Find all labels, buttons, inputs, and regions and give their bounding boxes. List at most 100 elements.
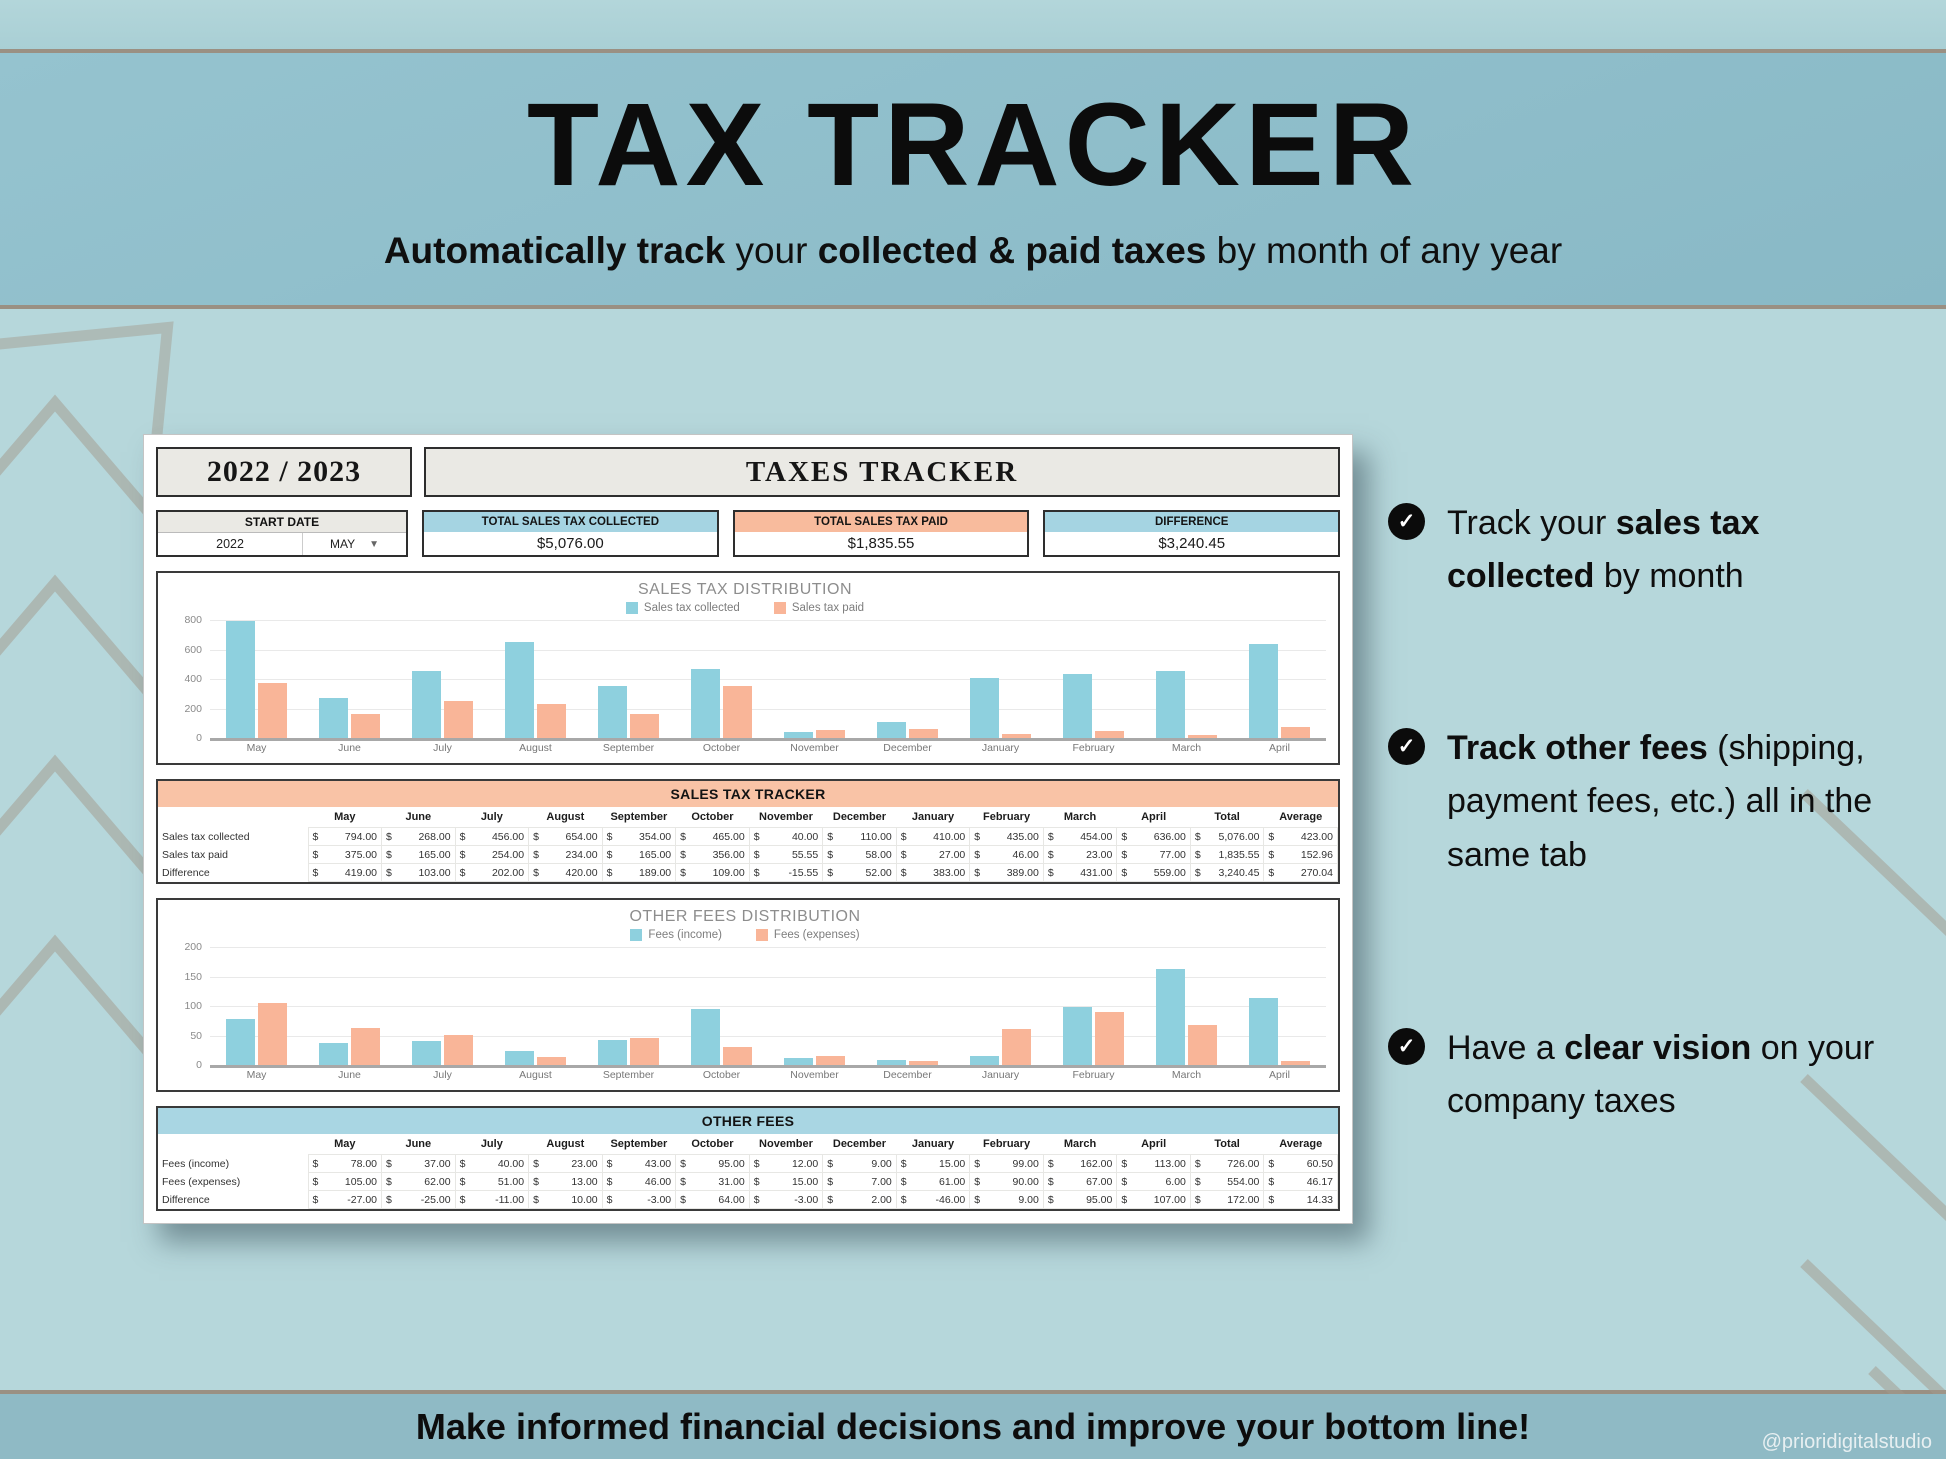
table-cell: $ -25.00 [381, 1190, 456, 1209]
bar [1063, 673, 1092, 738]
kpi-box-0: TOTAL SALES TAX COLLECTED $5,076.00 [422, 510, 719, 557]
start-year-cell[interactable]: 2022 [158, 533, 304, 555]
table-cell: $46.00 [969, 845, 1044, 864]
cell-value: 7.00 [871, 1175, 892, 1188]
x-tick-label: January [981, 1069, 1020, 1081]
table-cell: $9.00 [969, 1190, 1044, 1209]
cell-value: 9.00 [1018, 1193, 1039, 1206]
cell-value: -3.00 [794, 1193, 819, 1206]
column-header: February [983, 1138, 1031, 1150]
currency-symbol: $ [827, 1193, 834, 1206]
table-row: Difference $419.00 $103.00 $202.00 $420.00 $1… [158, 863, 1338, 882]
cell-value: 420.00 [565, 866, 598, 879]
table-cell: $90.00 [969, 1172, 1044, 1191]
x-tick-label: December [883, 1069, 932, 1081]
column-header: August [546, 811, 585, 823]
gridline [210, 620, 1326, 621]
table-cell: $15.00 [895, 1154, 971, 1173]
table-cell: $202.00 [454, 863, 530, 882]
cell-value: -3.00 [647, 1193, 672, 1206]
cell-value: -27.00 [347, 1193, 378, 1206]
cell-value: 23.00 [1086, 848, 1113, 861]
cell-value: 10.00 [571, 1193, 598, 1206]
legend-item: Sales tax collected [625, 602, 740, 614]
cell-value: 465.00 [712, 830, 745, 843]
currency-symbol: $ [974, 1157, 981, 1170]
table-cell: $ -46.00 [895, 1190, 971, 1209]
y-tick-label: 0 [196, 1059, 202, 1071]
cell-value: 37.00 [424, 1157, 451, 1170]
page-subtitle: Automatically track your collected & pai… [384, 230, 1562, 272]
cell-value: 46.00 [1012, 848, 1039, 861]
column-header: Total [1214, 1138, 1240, 1150]
bar-group [954, 947, 1047, 1065]
column-header: February [983, 811, 1031, 823]
x-tick-label: June [338, 742, 361, 754]
y-tick-label: 200 [184, 702, 202, 715]
x-tick-label: May [246, 742, 267, 754]
table-cell: $105.00 [307, 1172, 383, 1191]
table-cell: $103.00 [381, 863, 456, 882]
kpi-box-2: DIFFERENCE $3,240.45 [1043, 510, 1341, 557]
bar-group [768, 620, 861, 738]
x-tick-label: November [790, 1069, 839, 1081]
y-tick-label: 800 [184, 614, 202, 626]
chevron-up-icon [0, 754, 173, 899]
cell-value: 654.00 [565, 830, 598, 843]
text-segment: on your company taxes [1447, 1029, 1875, 1121]
cell-value: 78.00 [350, 1157, 378, 1170]
bar [784, 732, 813, 738]
column-header: April [1141, 811, 1167, 823]
sheet-title-row: 2022 / 2023 TAXES TRACKER [156, 447, 1340, 497]
currency-symbol: $ [1047, 848, 1054, 861]
bar [723, 685, 752, 738]
cell-value: 113.00 [1154, 1157, 1186, 1170]
bar [1002, 734, 1031, 738]
currency-symbol: $ [680, 830, 686, 843]
bar [412, 1041, 441, 1065]
bar-group [675, 620, 768, 738]
table-cell: $234.00 [528, 845, 603, 864]
cell-value: 6.00 [1165, 1175, 1186, 1188]
cell-value: 419.00 [344, 866, 378, 879]
cell-value: 12.00 [791, 1157, 819, 1170]
bar [1095, 1011, 1124, 1065]
table-cell: $356.00 [675, 845, 750, 864]
bar [691, 1008, 720, 1065]
column-header: July [480, 1138, 503, 1150]
cell-value: 110.00 [860, 830, 892, 843]
bar-group [1047, 947, 1140, 1065]
currency-symbol: $ [1268, 1175, 1275, 1188]
table-cell: $13.00 [528, 1172, 603, 1191]
spreadsheet-card: 2022 / 2023 TAXES TRACKER START DATE 202… [143, 434, 1353, 1224]
currency-symbol: $ [386, 1193, 392, 1206]
currency-symbol: $ [1194, 1157, 1201, 1170]
x-tick-label: March [1171, 1069, 1202, 1081]
column-header: June [405, 811, 432, 823]
currency-symbol: $ [1268, 848, 1275, 861]
cell-value: 389.00 [1006, 866, 1039, 879]
currency-symbol: $ [827, 1175, 834, 1188]
table-cell: $61.00 [895, 1172, 971, 1191]
table-cell: $726.00 [1189, 1154, 1265, 1173]
text-segment: Track your [1447, 504, 1616, 542]
page-title: TAX TRACKER [527, 79, 1419, 211]
x-axis: May June July August September October Novembe… [210, 1069, 1326, 1081]
legend-label: Sales tax collected [643, 602, 740, 614]
bar-group [303, 620, 396, 738]
table-cell: $113.00 [1116, 1154, 1191, 1173]
currency-symbol: $ [1194, 830, 1201, 843]
table-cell: $107.00 [1116, 1190, 1191, 1209]
sheet-title: TAXES TRACKER [424, 447, 1340, 497]
y-axis: 0 50 100 150 200 [164, 941, 210, 1071]
start-month-dropdown[interactable]: MAY ▼ [303, 533, 406, 555]
legend-label: Fees (income) [648, 929, 722, 941]
table-cell: $60.50 [1263, 1154, 1338, 1173]
bar-group [861, 620, 954, 738]
table-cell: $15.00 [748, 1172, 824, 1191]
currency-symbol: $ [459, 830, 466, 843]
table-cell: $636.00 [1116, 827, 1191, 846]
table-row: Fees (income) $78.00 $37.00 $40.00 $23.00 $43… [158, 1154, 1338, 1173]
table-cell: $ -15.55 [748, 863, 824, 882]
bar-group [396, 947, 489, 1065]
